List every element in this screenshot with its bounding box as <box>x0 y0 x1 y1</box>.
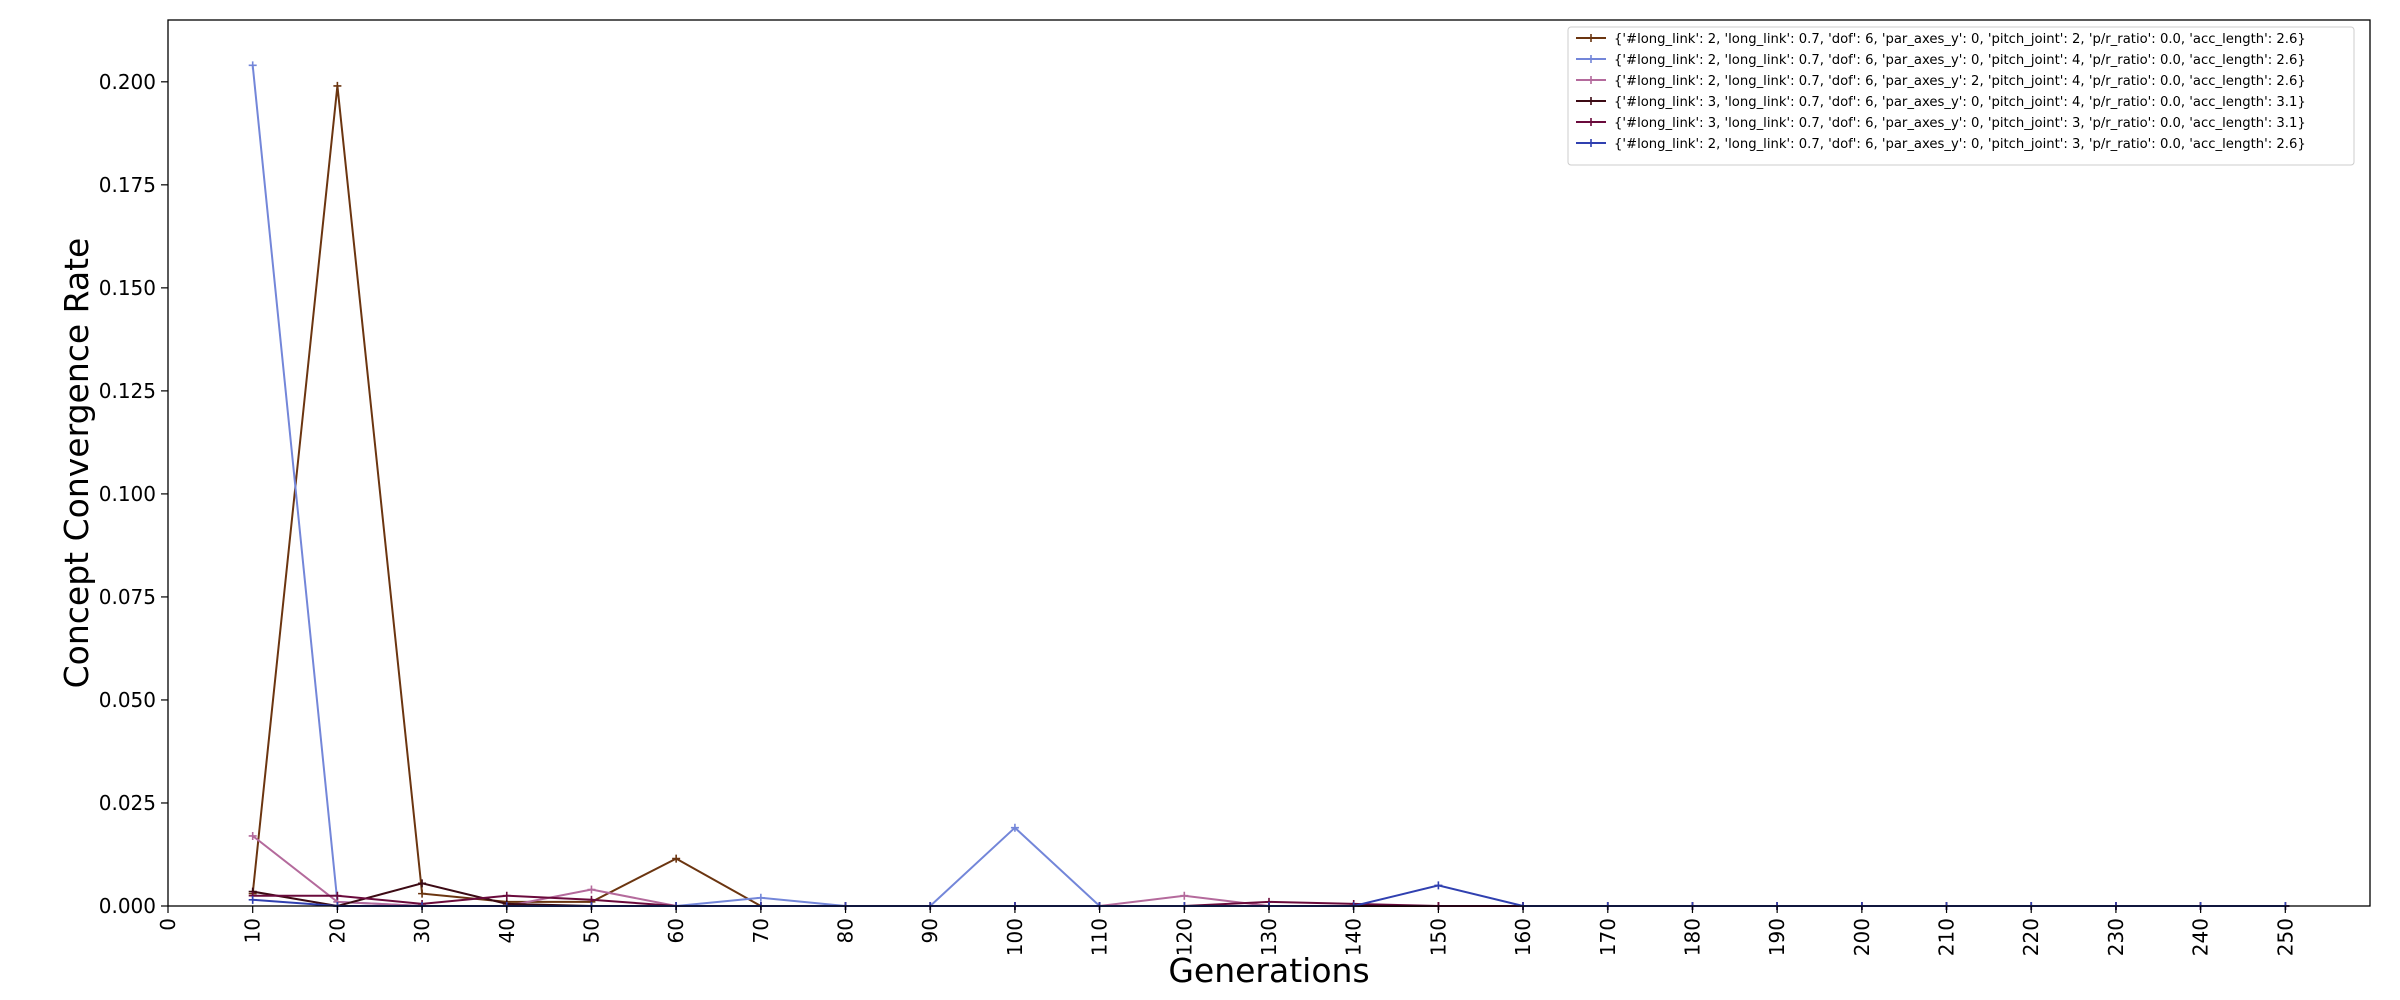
legend-marker <box>1587 34 1595 42</box>
data-point-marker <box>1434 881 1443 890</box>
x-tick-label: 60 <box>664 918 688 943</box>
x-tick-label: 0 <box>156 918 180 931</box>
y-tick-label: 0.200 <box>99 70 156 94</box>
y-axis-ticks: 0.000 0.025 0.050 0.075 0.100 0.125 0.150 0.175… <box>99 70 168 918</box>
legend-entry: {'#long_link': 2, 'long_link': 0.7, 'dof… <box>1576 74 2306 89</box>
data-point-marker <box>248 831 257 840</box>
legend-entry: {'#long_link': 2, 'long_link': 0.7, 'dof… <box>1576 137 2306 152</box>
legend-entry: {'#long_link': 3, 'long_link': 0.7, 'dof… <box>1576 116 2306 131</box>
x-tick-label: 210 <box>1935 918 1959 956</box>
data-point-marker <box>502 891 511 900</box>
x-tick-label: 240 <box>2189 918 2213 956</box>
x-tick-label: 50 <box>579 918 603 943</box>
legend: {'#long_link': 2, 'long_link': 0.7, 'dof… <box>1567 26 2355 166</box>
data-point-marker <box>333 81 342 90</box>
x-tick-label: 80 <box>834 918 858 943</box>
legend-label: {'#long_link': 2, 'long_link': 0.7, 'dof… <box>1614 32 2306 47</box>
data-point-marker <box>1010 823 1019 832</box>
data-point-marker <box>756 893 765 902</box>
x-tick-label: 70 <box>749 918 773 943</box>
x-tick-label: 40 <box>495 918 519 943</box>
data-point-marker <box>1180 891 1189 900</box>
legend-marker <box>1587 97 1595 105</box>
legend-box <box>1567 26 2355 166</box>
x-tick-label: 160 <box>1511 918 1535 956</box>
legend-marker <box>1587 118 1595 126</box>
legend-label: {'#long_link': 3, 'long_link': 0.7, 'dof… <box>1614 95 2306 110</box>
y-tick-label: 0.050 <box>99 688 156 712</box>
legend-label: {'#long_link': 2, 'long_link': 0.7, 'dof… <box>1614 74 2306 89</box>
y-axis-label: Concept Convergence Rate <box>57 238 96 689</box>
data-point-marker <box>672 854 681 863</box>
data-point-marker <box>248 61 257 70</box>
x-axis-label: Generations <box>1168 951 1369 990</box>
legend-entry: {'#long_link': 2, 'long_link': 0.7, 'dof… <box>1576 53 2306 68</box>
x-axis-ticks: 0 10 20 30 40 50 60 70 80 90 100 110 120 130 140 150 160… <box>156 906 2297 956</box>
x-tick-label: 220 <box>2019 918 2043 956</box>
x-tick-label: 250 <box>2273 918 2297 956</box>
data-point-marker <box>333 891 342 900</box>
x-tick-label: 110 <box>1088 918 1112 956</box>
x-tick-label: 170 <box>1596 918 1620 956</box>
y-tick-label: 0.075 <box>99 585 156 609</box>
x-tick-label: 150 <box>1426 918 1450 956</box>
y-tick-label: 0.150 <box>99 276 156 300</box>
legend-label: {'#long_link': 3, 'long_link': 0.7, 'dof… <box>1614 116 2306 131</box>
data-point-marker <box>248 895 257 904</box>
x-tick-label: 10 <box>241 918 265 943</box>
data-point-marker <box>587 885 596 894</box>
data-point-marker <box>418 879 427 888</box>
legend-label: {'#long_link': 2, 'long_link': 0.7, 'dof… <box>1614 137 2306 152</box>
x-tick-label: 20 <box>325 918 349 943</box>
y-tick-label: 0.000 <box>99 894 156 918</box>
x-tick-label: 90 <box>918 918 942 943</box>
legend-label: {'#long_link': 2, 'long_link': 0.7, 'dof… <box>1614 53 2306 68</box>
x-tick-label: 180 <box>1680 918 1704 956</box>
x-tick-label: 30 <box>410 918 434 943</box>
x-tick-label: 140 <box>1342 918 1366 956</box>
legend-marker <box>1587 139 1595 147</box>
legend-entry: {'#long_link': 2, 'long_link': 0.7, 'dof… <box>1576 32 2306 47</box>
y-tick-label: 0.175 <box>99 173 156 197</box>
y-tick-label: 0.125 <box>99 379 156 403</box>
x-tick-label: 230 <box>2104 918 2128 956</box>
data-point-marker <box>418 889 427 898</box>
x-tick-label: 190 <box>1765 918 1789 956</box>
x-tick-label: 100 <box>1003 918 1027 956</box>
y-tick-label: 0.100 <box>99 482 156 506</box>
legend-marker <box>1587 55 1595 63</box>
legend-marker <box>1587 76 1595 84</box>
x-tick-label: 200 <box>1850 918 1874 956</box>
legend-entry: {'#long_link': 3, 'long_link': 0.7, 'dof… <box>1576 95 2306 110</box>
x-tick-label: 120 <box>1172 918 1196 956</box>
axes-frame <box>167 19 2371 907</box>
x-tick-label: 130 <box>1257 918 1281 956</box>
y-tick-label: 0.025 <box>99 791 156 815</box>
